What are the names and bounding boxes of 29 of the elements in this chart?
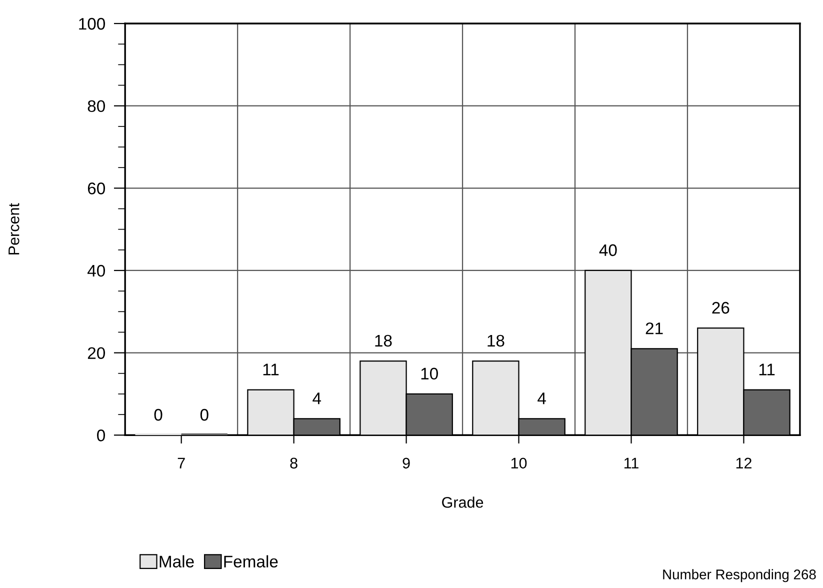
- data-label: 40: [599, 244, 617, 256]
- y-tick-label: 40: [88, 264, 105, 277]
- y-tick-label: 0: [97, 430, 105, 442]
- x-tick-label: 10: [511, 458, 527, 469]
- data-label: 18: [488, 334, 504, 347]
- y-tick-label: 100: [79, 18, 105, 30]
- y-tick-label: 20: [88, 347, 105, 360]
- data-label: 4: [538, 392, 546, 404]
- x-tick-label: 7: [178, 458, 185, 468]
- data-label: 18: [375, 334, 392, 347]
- y-tick-label: 60: [88, 182, 105, 194]
- y-tick-label: 80: [88, 100, 105, 112]
- y-axis-title: Percent: [8, 203, 20, 254]
- data-label: 10: [421, 368, 438, 380]
- x-tick-label: 9: [402, 458, 410, 469]
- x-axis-title: Grade: [442, 496, 484, 508]
- legend-label: Female: [224, 555, 278, 568]
- data-label: 26: [712, 302, 730, 314]
- x-tick-label: 12: [736, 458, 752, 468]
- x-tick-label: 8: [290, 458, 298, 469]
- data-label: 11: [759, 364, 775, 376]
- text: Number Responding 268: [663, 569, 816, 582]
- x-tick-label: 11: [624, 458, 638, 468]
- data-label: 21: [646, 322, 663, 334]
- data-label: 0: [154, 408, 162, 421]
- legend-label: Male: [160, 555, 194, 568]
- data-label: 4: [312, 392, 322, 404]
- data-label: 0: [200, 408, 208, 421]
- data-label: 11: [263, 364, 279, 376]
